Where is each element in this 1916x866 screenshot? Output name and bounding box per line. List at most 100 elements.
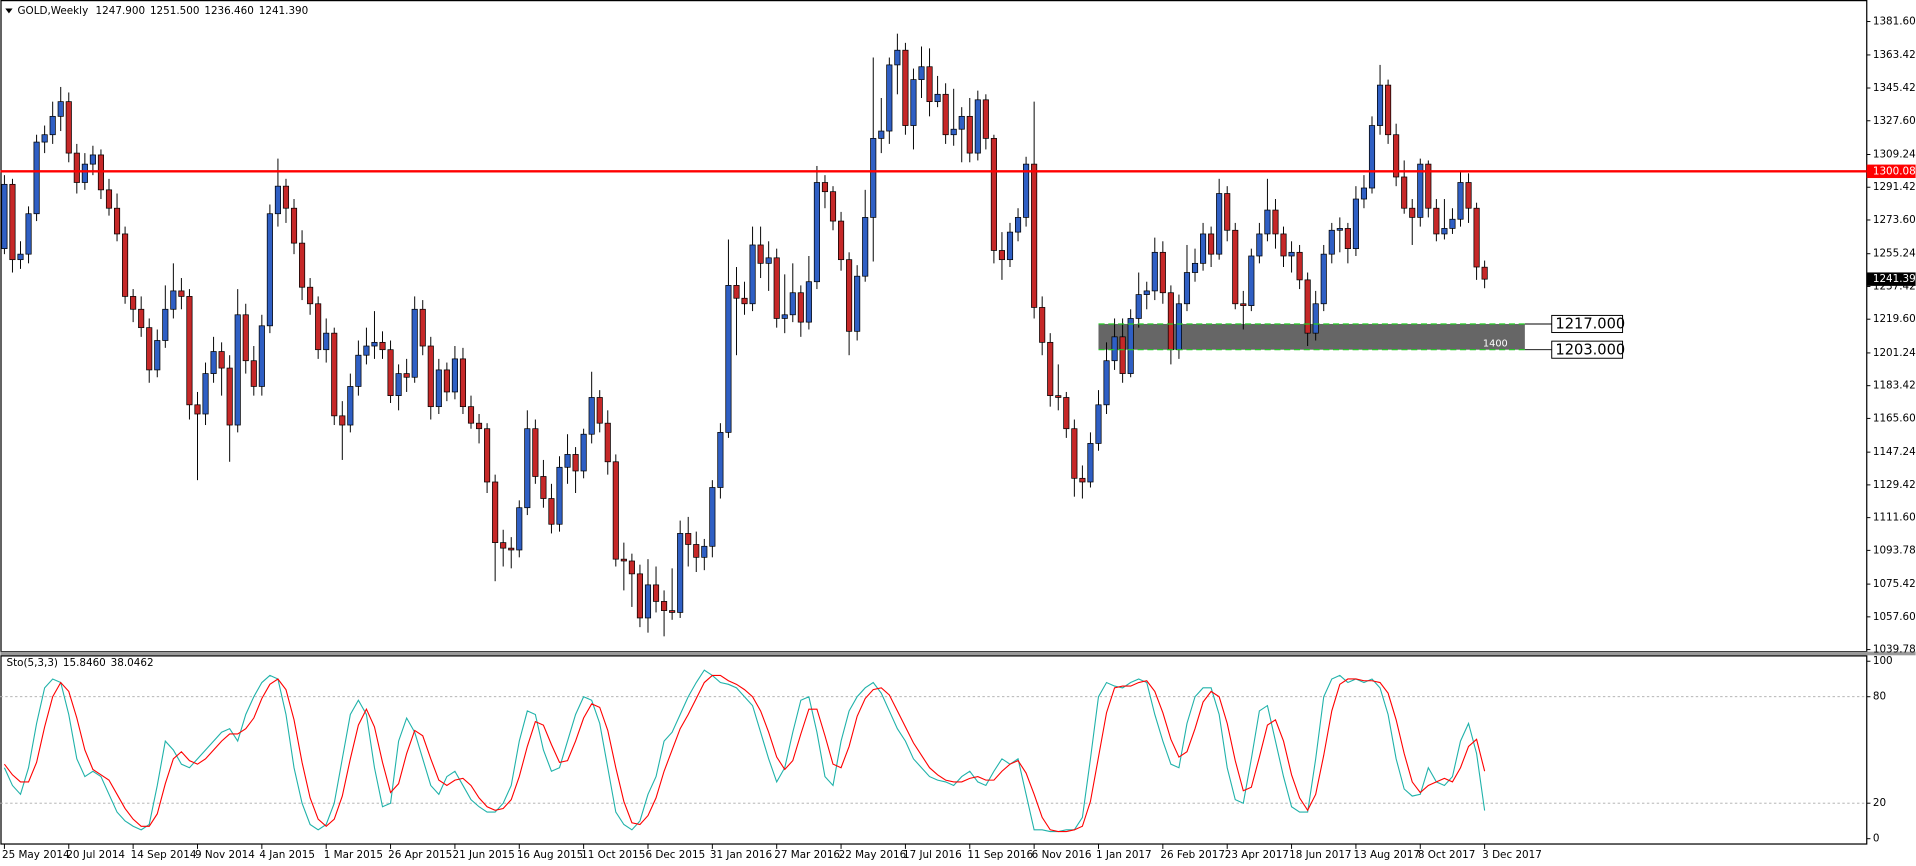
x-tick-label: 8 Oct 2017 [1418,849,1476,861]
candle-body [242,314,249,362]
y-tick-label: 1039.780 [1873,644,1916,656]
y-tick-label: 1219.600 [1873,313,1916,325]
candle-body [741,297,748,305]
candle-body [717,432,724,488]
candle-body [1360,187,1368,200]
candle-body [1216,193,1223,255]
candle-body [1264,209,1271,235]
candle-body [661,601,668,611]
candle-body [162,308,169,341]
candle-body [105,189,113,209]
candle-body [669,610,676,613]
candle-body [548,498,555,525]
candle-body [122,233,129,297]
candle-body [1433,207,1440,235]
candle-body [500,542,507,549]
candle-body [1457,182,1464,220]
candle-body [89,154,96,165]
candle-body [1079,477,1086,483]
y-tick-label: 100 [1873,655,1893,667]
candle-body [749,244,756,305]
candle-body [113,207,121,235]
y-tick-label: 1183.420 [1873,380,1916,392]
x-tick-label: 20 Jul 2014 [66,849,125,861]
candle-body [902,49,909,126]
menu-arrow[interactable] [5,8,13,14]
candle-body [1183,272,1191,305]
candle-body [186,296,193,406]
x-tick-label: 3 Dec 2017 [1482,849,1542,861]
candle-body [170,290,177,310]
zone-label-box [1551,340,1624,359]
y-tick-label: 0 [1873,833,1880,845]
candle-body [805,281,812,323]
candle-body [1352,198,1359,250]
candle-body [1481,266,1488,280]
candle-body [1376,84,1384,126]
candle-body [33,141,40,215]
candle-body [1304,279,1311,334]
candle-body [363,345,370,356]
high: 1251.500 [150,5,200,17]
candle-body [918,66,925,80]
candle-body [1175,303,1182,351]
indicator-title: Sto(5,3,3) [6,657,58,669]
x-tick-label: 26 Feb 2017 [1160,849,1225,861]
y-tick-label: 1057.600 [1873,611,1916,623]
x-tick-label: 17 Jul 2016 [903,849,962,861]
x-tick-label: 11 Sep 2016 [967,849,1033,861]
candle-body [1200,233,1207,264]
x-tick-label: 14 Sep 2014 [131,849,197,861]
candle-body [677,533,684,613]
zone-label: 1203.000 [1555,341,1625,358]
candle-body [411,308,418,378]
candle-body [210,351,217,374]
y-tick-label: 1129.420 [1873,479,1916,491]
candle-body [894,49,901,66]
plot-layer: 1381.600 1363.420 1345.420 1327.600 1309.240… [0,16,1916,861]
candle-body [218,351,225,369]
candle-body [459,358,467,408]
candle-body [524,428,531,509]
x-tick-label: 22 May 2016 [839,849,907,861]
x-tick-label: 11 Oct 2015 [581,849,645,861]
close: 1241.390 [259,5,309,17]
candle-body [154,340,161,371]
x-tick-label: 18 Jun 2017 [1289,849,1351,861]
y-tick-label: 1075.420 [1873,578,1916,590]
candle-body [620,558,627,562]
candle-body [572,454,579,472]
candle-body [781,314,788,319]
candle-body [65,101,72,154]
candle-body [789,292,796,316]
candle-body [307,286,314,305]
candle-body [315,303,322,351]
candle-body [1417,163,1424,218]
candle-body [765,257,772,264]
y-tick-label: 80 [1873,691,1886,703]
candle-body [958,115,965,130]
candle-body [226,367,233,426]
candle-body [1465,182,1472,209]
y-tick-label: 1255.240 [1873,248,1916,260]
d-value: 38.0462 [111,657,154,669]
candle-body [1119,336,1126,374]
last-price-label: 1241.390 [1873,273,1916,285]
candle-body [146,327,153,371]
candle-body [1167,292,1174,351]
candle-body [540,476,547,499]
y-tick-label: 1273.600 [1873,214,1916,226]
candle-body [1473,207,1480,268]
candle-body [57,101,64,117]
candle-body [1441,228,1448,235]
candle-body [652,584,660,602]
candle-body [1288,251,1295,257]
candle-body [588,397,595,435]
candle-body [1127,318,1134,374]
candle-body [886,64,893,132]
y-tick-label: 1363.420 [1873,49,1916,61]
k-value: 15.8460 [63,657,106,669]
candle-body [942,93,949,136]
